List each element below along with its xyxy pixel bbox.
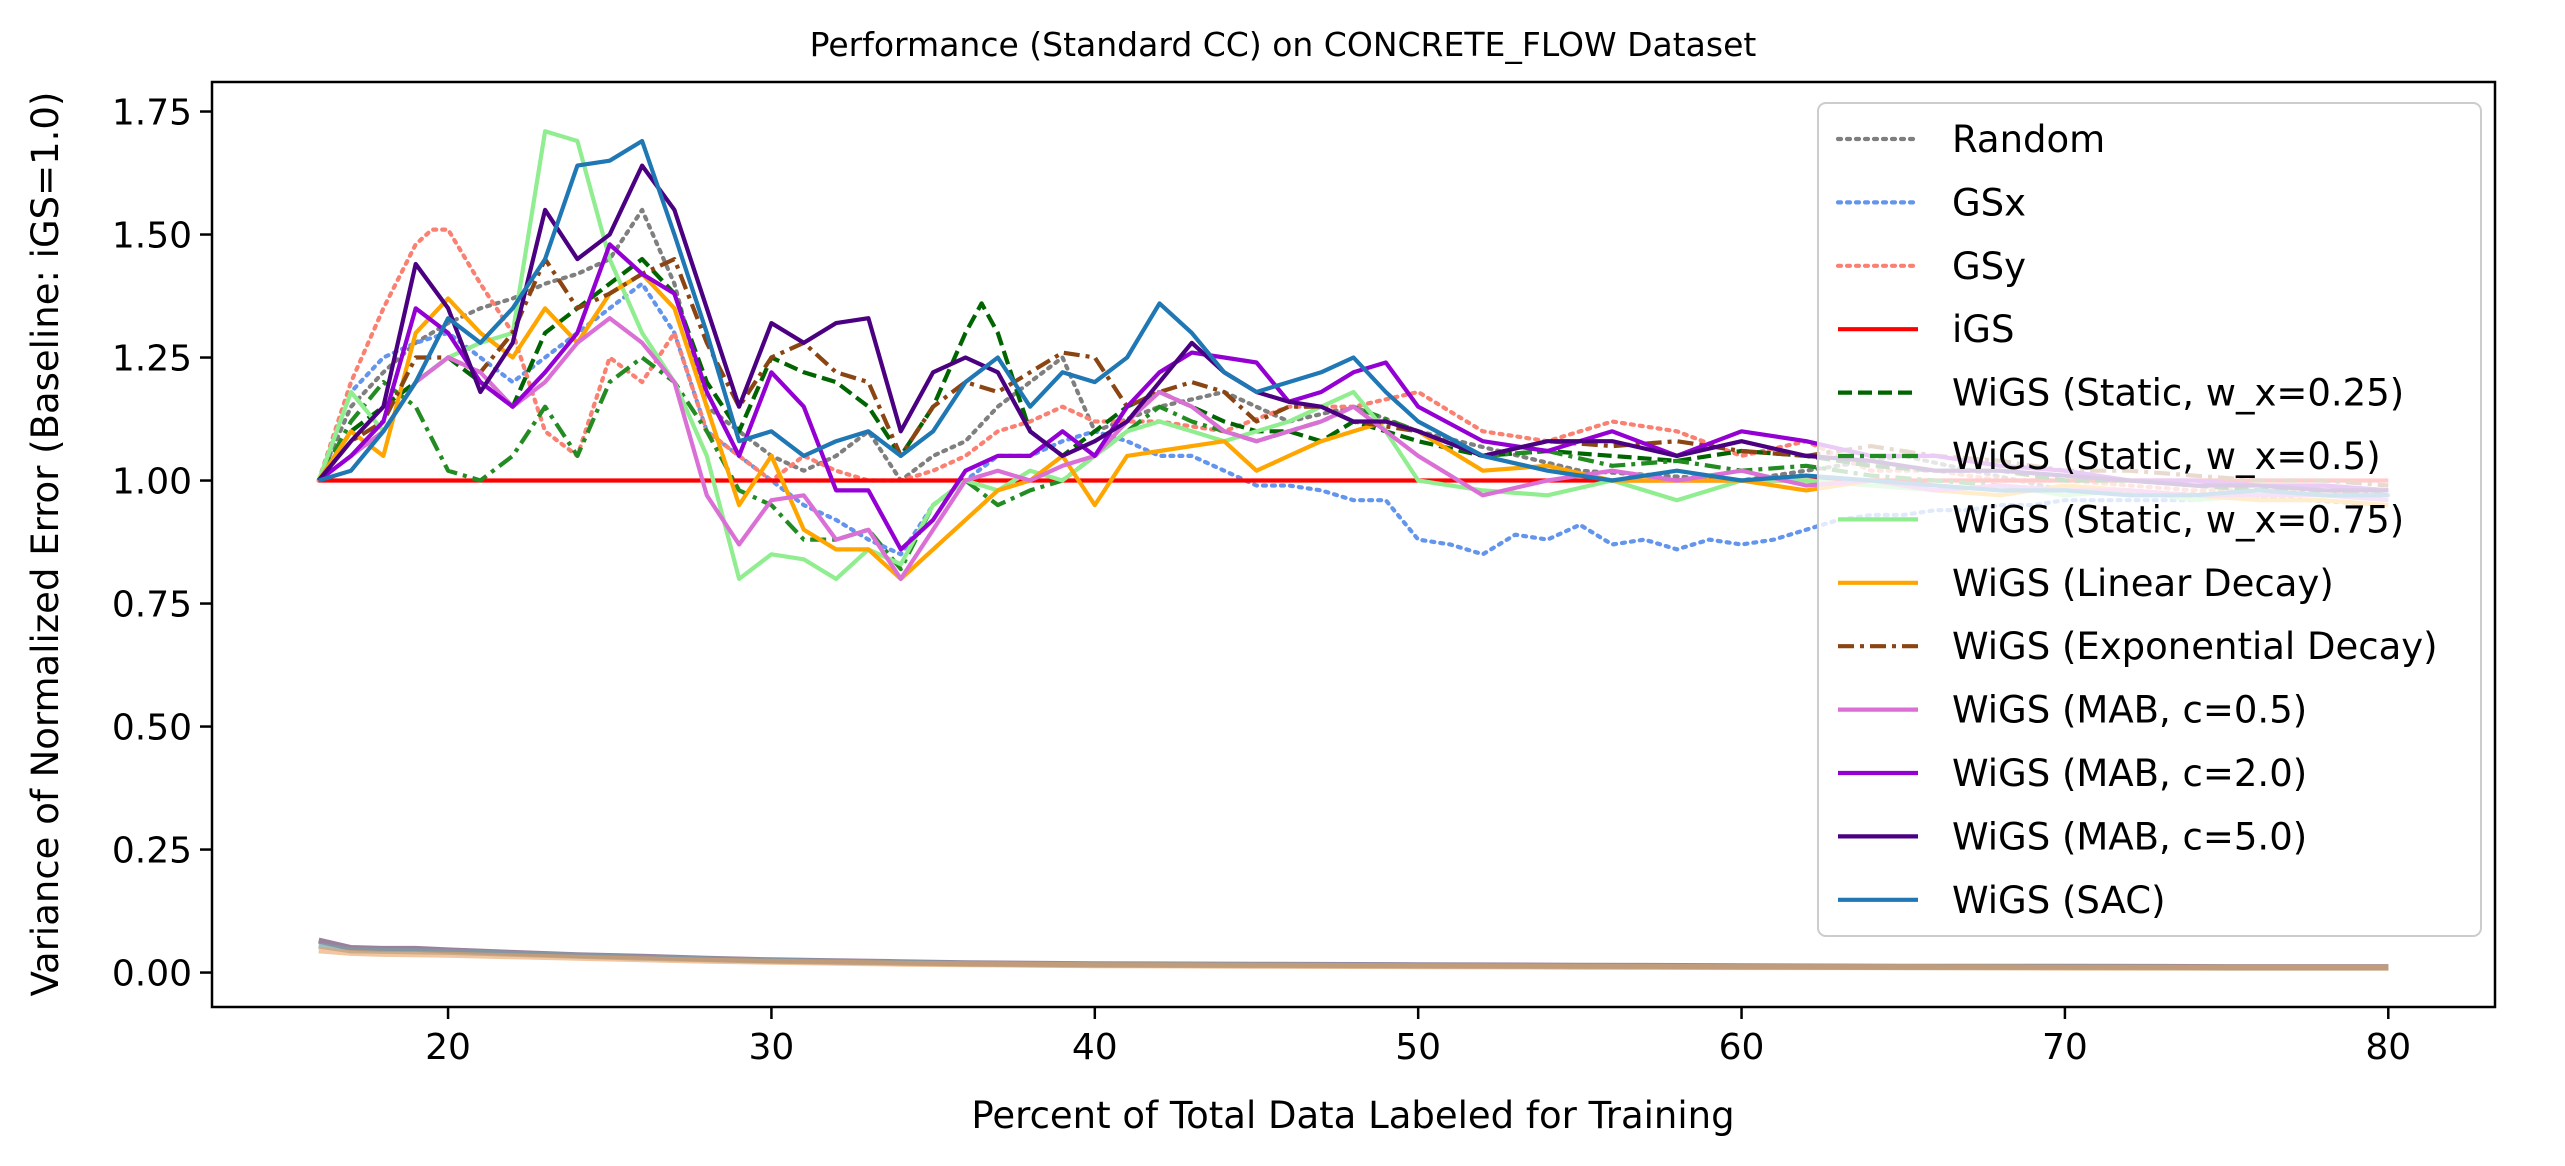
- y-tick-label: 1.75: [112, 93, 192, 134]
- legend-label-wigs-mab-c-5-0: WiGS (MAB, c=5.0): [1952, 815, 2307, 858]
- legend-box: [1817, 102, 2482, 937]
- x-tick-label: 70: [2042, 1027, 2088, 1068]
- x-tick-label: 30: [749, 1027, 795, 1068]
- legend-label-gsx: GSx: [1952, 181, 2026, 224]
- series-line-gsy: [316, 227, 2391, 498]
- legend-label-wigs-mab-c-0-5: WiGS (MAB, c=0.5): [1952, 689, 2307, 732]
- legend-label-wigs-mab-c-2-0: WiGS (MAB, c=2.0): [1952, 752, 2307, 795]
- variance-band-15: [318, 947, 2389, 971]
- y-axis: 0.00 0.25 0.50 0.75 1.00 1.25 1.50 1.75: [112, 93, 212, 995]
- legend-label-wigs-static-w-x-0-75: WiGS (Static, w_x=0.75): [1952, 498, 2404, 541]
- y-tick-label: 0.50: [112, 708, 192, 749]
- legend-label-igs: iGS: [1952, 308, 2014, 351]
- x-tick-label: 20: [425, 1027, 471, 1068]
- x-tick-label: 40: [1072, 1027, 1118, 1068]
- legend-label-wigs-static-w-x-0-5: WiGS (Static, w_x=0.5): [1952, 435, 2381, 478]
- legend: Random GSx GSy iGS WiGS (Static, w_x=0.25) Wi…: [1817, 102, 2482, 937]
- series-line-gsx: [316, 281, 2391, 557]
- y-tick-label: 1.00: [112, 462, 192, 503]
- y-tick-label: 0.00: [112, 954, 192, 995]
- y-tick-label: 1.25: [112, 339, 192, 380]
- x-tick-label: 50: [1395, 1027, 1441, 1068]
- x-tick-label: 80: [2365, 1027, 2411, 1068]
- chart-title: Performance (Standard CC) on CONCRETE_FL…: [810, 25, 1757, 64]
- y-tick-label: 1.50: [112, 216, 192, 257]
- legend-label-random: Random: [1952, 118, 2105, 161]
- legend-label-wigs-sac: WiGS (SAC): [1952, 879, 2166, 922]
- legend-label-wigs-exponential-decay: WiGS (Exponential Decay): [1952, 625, 2438, 668]
- y-axis-label: Variance of Normalized Error (Baseline: …: [24, 92, 67, 997]
- y-tick-label: 0.25: [112, 831, 192, 872]
- legend-label-gsy: GSy: [1952, 245, 2026, 288]
- plot-frame: [210, 80, 2497, 1009]
- legend-label-wigs-linear-decay: WiGS (Linear Decay): [1952, 562, 2334, 605]
- x-axis-label: Percent of Total Data Labeled for Traini…: [971, 1094, 1734, 1137]
- x-tick-label: 60: [1719, 1027, 1765, 1068]
- y-tick-label: 0.75: [112, 585, 192, 626]
- legend-label-wigs-static-w-x-0-25: WiGS (Static, w_x=0.25): [1952, 372, 2404, 415]
- x-axis: 20 30 40 50 60 70 80: [425, 1007, 2411, 1068]
